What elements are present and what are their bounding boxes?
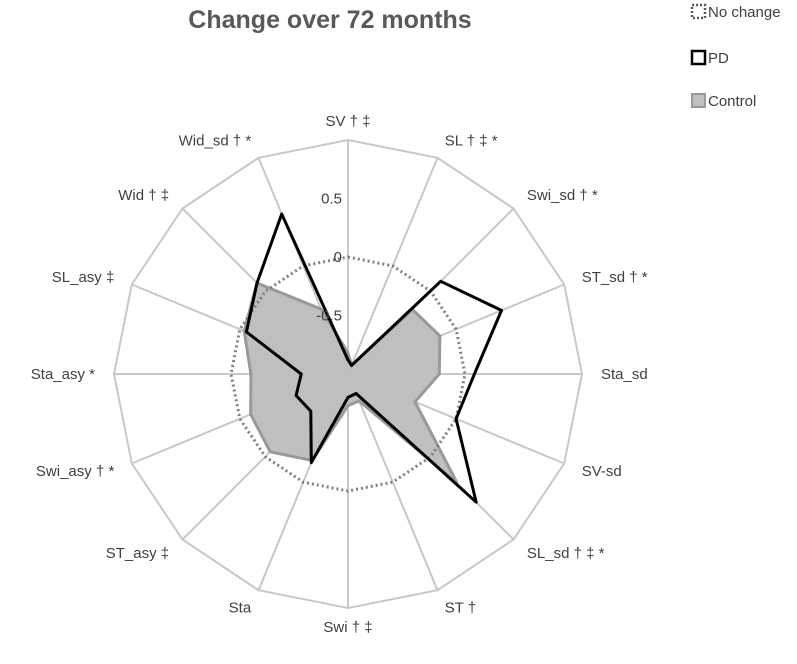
tick-labels: -0.5 0 0.5 <box>316 191 342 325</box>
axis-label: Sta <box>229 600 252 617</box>
legend-swatch <box>691 93 706 108</box>
grid-spoke <box>347 373 439 591</box>
series-no-change-line <box>229 255 467 493</box>
axis-label: ST_sd † * <box>582 269 648 286</box>
legend-swatch <box>690 3 707 20</box>
legend-label: No change <box>708 4 781 21</box>
chart-title: Change over 72 months <box>188 6 471 34</box>
axis-label: SV-sd <box>582 463 622 480</box>
axis-label: Wid † ‡ <box>118 187 169 204</box>
legend-item: PD <box>690 49 729 67</box>
legend-label: Control <box>708 93 756 110</box>
axis-label: ST_asy ‡ <box>106 545 169 562</box>
series-pd-line <box>244 212 503 504</box>
legend-item: Control <box>691 93 756 110</box>
legend-label: PD <box>708 50 729 67</box>
axis-label: SL_sd † ‡ * <box>527 545 605 562</box>
legend-item: No change <box>690 3 781 21</box>
series-layer <box>229 212 503 504</box>
axis-labels: SV † ‡ SL † ‡ * Swi_sd † * ST_sd † * Sta_sd S… <box>31 113 648 636</box>
legend-swatch <box>690 49 707 66</box>
series-control-area <box>242 280 459 485</box>
legend: No change PD Control <box>690 3 781 110</box>
axis-label: Swi_asy † * <box>36 463 115 480</box>
axis-label: ST † <box>445 600 476 617</box>
tick-label: 0 <box>334 249 342 266</box>
axis-label: Swi † ‡ <box>323 619 372 636</box>
axis-label: SL † ‡ * <box>445 132 498 149</box>
tick-label: 0.5 <box>321 191 342 208</box>
tick-label: -0.5 <box>316 308 342 325</box>
axis-label: SL_asy ‡ <box>52 269 115 286</box>
axis-label: Wid_sd † * <box>179 132 252 149</box>
axis-label: Sta_asy * <box>31 366 95 383</box>
axis-label: Swi_sd † * <box>527 187 598 204</box>
axis-label: SV † ‡ <box>325 113 370 130</box>
axis-label: Sta_sd <box>601 366 648 383</box>
